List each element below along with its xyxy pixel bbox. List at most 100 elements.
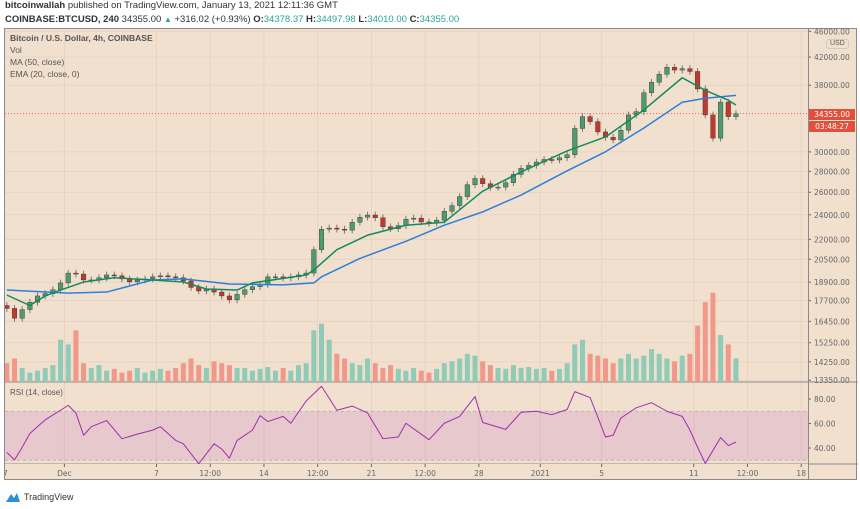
time-tick-label: 18 bbox=[796, 469, 806, 478]
price-axis[interactable]: 46000.00 42000.00 38000.00 30000.00 28000.00… bbox=[808, 28, 858, 480]
volume-bar bbox=[464, 353, 470, 382]
price-tick-label: 15250.00 bbox=[814, 339, 850, 348]
volume-bar bbox=[718, 335, 724, 382]
rsi-tick-label: 40.00 bbox=[814, 444, 836, 453]
candle-up bbox=[656, 74, 662, 83]
volume-bar bbox=[357, 365, 363, 382]
candle-up bbox=[464, 184, 470, 197]
candle-up bbox=[249, 286, 255, 290]
volume-bar bbox=[265, 366, 271, 382]
volume-bar bbox=[503, 368, 509, 382]
volume-bar bbox=[556, 368, 562, 382]
volume-bar bbox=[96, 365, 102, 382]
volume-bar bbox=[649, 349, 655, 382]
time-tick-label: 12:00 bbox=[307, 469, 329, 478]
candle-down bbox=[610, 137, 616, 141]
price-tick-label: 28000.00 bbox=[814, 167, 850, 176]
candle-up bbox=[134, 279, 140, 283]
rsi-line bbox=[6, 385, 737, 464]
volume-bar bbox=[526, 366, 532, 382]
volume-bar bbox=[249, 370, 255, 382]
volume-bar bbox=[226, 365, 232, 382]
legend-rsi[interactable]: RSI (14, close) bbox=[10, 388, 63, 397]
volume-bar bbox=[380, 367, 386, 382]
volume-bar bbox=[127, 370, 133, 382]
candle-up bbox=[495, 186, 501, 189]
candle-up bbox=[272, 276, 278, 279]
volume-bar bbox=[618, 358, 624, 382]
volume-bar bbox=[104, 370, 110, 382]
candle-up bbox=[357, 216, 363, 223]
volume-bar bbox=[641, 355, 647, 382]
volume-bar bbox=[457, 358, 463, 382]
candle-up bbox=[649, 82, 655, 93]
candle-up bbox=[449, 205, 455, 212]
volume-bar bbox=[664, 358, 670, 382]
candle-up bbox=[564, 154, 570, 158]
price-tick-label: 26000.00 bbox=[814, 188, 850, 197]
volume-bar bbox=[81, 363, 87, 382]
candle-up bbox=[556, 157, 562, 161]
price-change: +316.02 (+0.93%) bbox=[174, 14, 251, 25]
volume-bar bbox=[725, 344, 731, 382]
legend-ema[interactable]: EMA (20, close, 0) bbox=[10, 69, 80, 79]
candle-up bbox=[472, 178, 478, 185]
price-tick-label: 18900.00 bbox=[814, 278, 850, 287]
author-name[interactable]: bitcoinwallah bbox=[5, 0, 66, 11]
candle-up bbox=[572, 128, 578, 155]
time-tick-label: 12:00 bbox=[199, 469, 221, 478]
candle-down bbox=[219, 291, 225, 297]
volume-bar bbox=[349, 363, 355, 382]
candle-down bbox=[196, 287, 202, 292]
legend-vol[interactable]: Vol bbox=[10, 45, 22, 55]
rsi-band bbox=[5, 411, 808, 461]
volume-bar bbox=[134, 367, 140, 382]
volume-bar bbox=[219, 363, 225, 382]
volume-bar bbox=[142, 372, 148, 382]
price-tick-label: 14250.00 bbox=[814, 358, 850, 367]
candle-up bbox=[718, 101, 724, 139]
candle-down bbox=[81, 273, 87, 281]
candle-up bbox=[510, 174, 516, 183]
volume-bar bbox=[326, 339, 332, 382]
currency-badge[interactable]: USD bbox=[826, 39, 849, 49]
volume-bar bbox=[426, 372, 432, 382]
time-tick-label: 14 bbox=[259, 469, 269, 478]
volume-bar bbox=[533, 368, 539, 382]
volume-bar bbox=[42, 367, 48, 382]
volume-bar bbox=[165, 370, 171, 382]
tradingview-logo[interactable]: TradingView bbox=[5, 491, 74, 503]
volume-bar bbox=[633, 358, 639, 382]
volume-bar bbox=[395, 368, 401, 382]
rsi-pane[interactable] bbox=[5, 382, 808, 464]
candle-down bbox=[372, 214, 378, 218]
candle-up bbox=[579, 116, 585, 129]
candle-down bbox=[12, 308, 18, 319]
symbol-info: COINBASE:BTCUSD, 240 34355.00 ▲ +316.02 … bbox=[5, 14, 459, 26]
candle-up bbox=[311, 249, 317, 274]
candle-up bbox=[157, 275, 163, 278]
candle-down bbox=[418, 217, 424, 223]
candle-down bbox=[5, 305, 10, 309]
volume-bar bbox=[510, 365, 516, 382]
candle-down bbox=[687, 68, 693, 72]
time-tick-label: 11 bbox=[689, 469, 699, 478]
price-pane[interactable] bbox=[5, 28, 808, 382]
price-tick-label: 30000.00 bbox=[814, 148, 850, 157]
candle-down bbox=[380, 217, 386, 228]
candle-up bbox=[618, 129, 624, 141]
time-tick-label: 27 bbox=[5, 469, 8, 478]
volume-bar bbox=[188, 358, 194, 382]
volume-bar bbox=[487, 365, 493, 382]
candle-up bbox=[104, 274, 110, 278]
time-axis[interactable]: 27 Dec 7 12:00 14 12:00 21 12:00 28 2021 5 11 12:00 1… bbox=[5, 464, 808, 480]
volume-bar bbox=[303, 363, 309, 382]
chart-frame[interactable] bbox=[4, 28, 857, 480]
volume-bar bbox=[5, 363, 10, 382]
legend-ma[interactable]: MA (50, close) bbox=[10, 57, 65, 67]
volume-bar bbox=[572, 344, 578, 382]
volume-bar bbox=[695, 325, 701, 382]
legend: Bitcoin / U.S. Dollar, 4h, COINBASE Vol … bbox=[10, 32, 153, 80]
volume-bar bbox=[411, 367, 417, 382]
time-tick-label: 12:00 bbox=[414, 469, 436, 478]
